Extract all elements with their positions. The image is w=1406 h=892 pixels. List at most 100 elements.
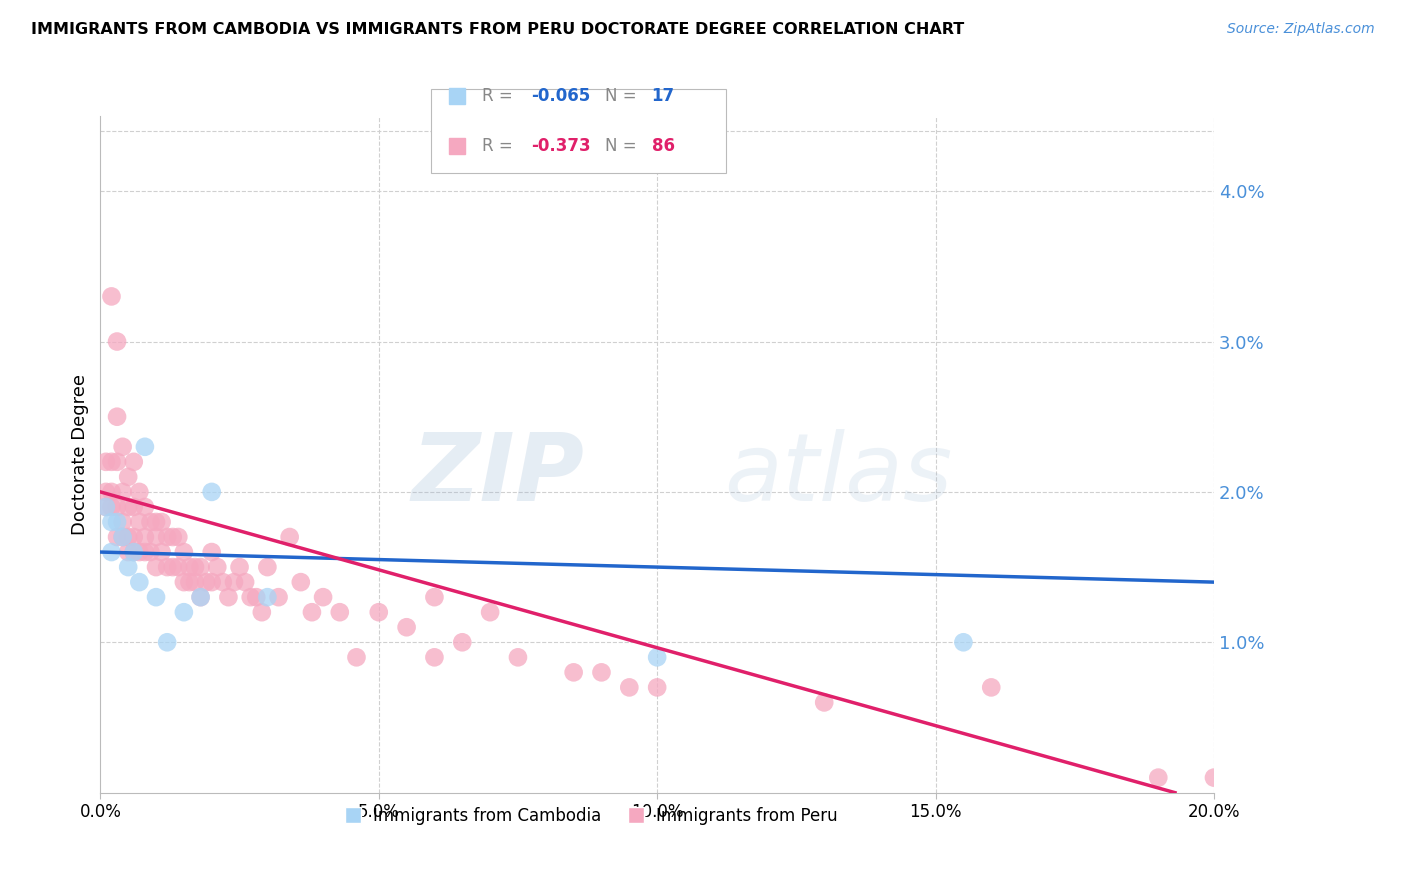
Point [256,560,278,574]
Point [184,560,207,574]
Point [111,530,134,544]
Point [105,530,128,544]
Point [201,484,224,499]
Point [267,590,290,604]
FancyBboxPatch shape [432,89,727,173]
Point [117,545,139,559]
Legend: Immigrants from Cambodia, Immigrants from Peru: Immigrants from Cambodia, Immigrants fro… [336,800,845,831]
Point [100,455,122,469]
Point [145,515,167,529]
Point [162,530,184,544]
Point [195,575,218,590]
Point [190,590,212,604]
Point [952,635,974,649]
Point [105,515,128,529]
Text: -0.373: -0.373 [531,137,591,155]
Point [162,560,184,574]
Point [290,575,312,590]
Point [645,681,668,695]
Point [111,484,134,499]
Point [190,560,212,574]
Point [122,545,145,559]
Point [117,470,139,484]
Point [139,515,162,529]
Point [150,515,173,529]
Point [128,545,150,559]
Point [346,650,368,665]
Point [134,500,156,514]
Point [111,530,134,544]
Point [217,590,239,604]
Point [111,515,134,529]
Point [250,605,273,619]
Point [222,575,245,590]
Point [239,590,262,604]
Point [94,500,117,514]
Point [100,515,122,529]
Point [167,530,190,544]
Point [980,681,1002,695]
Point [312,590,335,604]
Point [329,605,352,619]
Point [256,590,278,604]
Point [105,334,128,349]
Point [201,545,224,559]
Point [645,650,668,665]
Point [134,440,156,454]
Point [145,530,167,544]
Point [122,545,145,559]
Point [100,484,122,499]
Point [190,590,212,604]
Point [619,681,641,695]
Point [145,560,167,574]
Point [479,605,502,619]
Point [423,650,446,665]
Point [122,530,145,544]
Point [278,530,301,544]
Point [179,575,201,590]
Point [122,455,145,469]
Point [128,515,150,529]
Point [105,455,128,469]
Point [145,590,167,604]
Text: 17: 17 [651,87,675,104]
Text: atlas: atlas [724,429,952,520]
Point [228,560,250,574]
Point [1147,771,1170,785]
Point [1202,771,1225,785]
Point [173,545,195,559]
Point [813,695,835,709]
Point [156,635,179,649]
Point [134,530,156,544]
Point [150,545,173,559]
Text: Source: ZipAtlas.com: Source: ZipAtlas.com [1227,22,1375,37]
Point [117,500,139,514]
Point [245,590,267,604]
Point [117,530,139,544]
Point [117,560,139,574]
Y-axis label: Doctorate Degree: Doctorate Degree [72,374,89,535]
Point [395,620,418,634]
Text: N =: N = [605,87,641,104]
Text: R =: R = [482,137,519,155]
Point [167,560,190,574]
Text: 86: 86 [651,137,675,155]
Point [100,500,122,514]
Point [134,545,156,559]
Point [301,605,323,619]
Point [451,635,474,649]
Point [128,575,150,590]
Point [105,409,128,424]
Point [367,605,389,619]
Point [94,500,117,514]
Point [173,605,195,619]
Text: IMMIGRANTS FROM CAMBODIA VS IMMIGRANTS FROM PERU DOCTORATE DEGREE CORRELATION CH: IMMIGRANTS FROM CAMBODIA VS IMMIGRANTS F… [31,22,965,37]
Point [179,560,201,574]
Point [94,484,117,499]
Point [201,575,224,590]
Point [173,575,195,590]
Point [184,575,207,590]
Text: R =: R = [482,87,519,104]
Point [233,575,256,590]
Point [128,484,150,499]
